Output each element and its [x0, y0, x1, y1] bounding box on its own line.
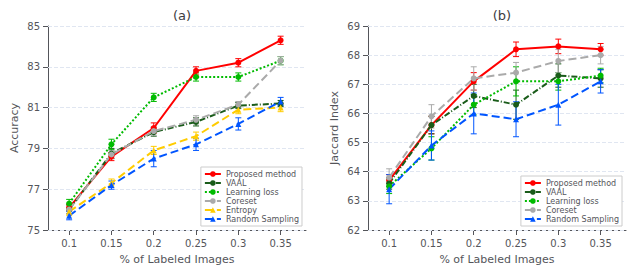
- svg-text:Jaccard Index: Jaccard Index: [328, 91, 341, 166]
- svg-text:Entropy: Entropy: [226, 206, 257, 215]
- svg-text:0.3: 0.3: [550, 238, 566, 249]
- svg-text:Proposed method: Proposed method: [546, 179, 616, 188]
- svg-text:0.15: 0.15: [100, 238, 122, 249]
- svg-text:0.15: 0.15: [420, 238, 442, 249]
- svg-text:% of Labeled Images: % of Labeled Images: [439, 253, 554, 266]
- svg-text:0.1: 0.1: [381, 238, 397, 249]
- svg-text:66: 66: [347, 108, 360, 119]
- svg-text:0.1: 0.1: [61, 238, 77, 249]
- svg-text:VAAL: VAAL: [546, 188, 567, 197]
- svg-text:(b): (b): [493, 8, 511, 23]
- svg-text:63: 63: [347, 195, 360, 206]
- svg-text:0.35: 0.35: [589, 238, 611, 249]
- svg-text:69: 69: [347, 21, 360, 32]
- svg-text:83: 83: [27, 61, 40, 72]
- svg-text:85: 85: [27, 21, 40, 32]
- svg-text:VAAL: VAAL: [226, 179, 247, 188]
- svg-text:64: 64: [347, 166, 360, 177]
- svg-text:62: 62: [347, 225, 360, 236]
- svg-text:Coreset: Coreset: [226, 197, 257, 206]
- svg-text:Accuracy: Accuracy: [8, 102, 21, 153]
- svg-text:Proposed method: Proposed method: [226, 170, 296, 179]
- svg-text:65: 65: [347, 137, 360, 148]
- svg-text:68: 68: [347, 50, 360, 61]
- svg-text:0.25: 0.25: [185, 238, 207, 249]
- svg-text:Learning loss: Learning loss: [226, 188, 279, 197]
- svg-text:0.3: 0.3: [230, 238, 246, 249]
- svg-text:Coreset: Coreset: [546, 206, 577, 215]
- svg-text:67: 67: [347, 79, 360, 90]
- svg-text:75: 75: [27, 225, 40, 236]
- svg-text:Learning loss: Learning loss: [546, 197, 599, 206]
- svg-text:Random Sampling: Random Sampling: [226, 215, 299, 224]
- svg-text:79: 79: [27, 143, 40, 154]
- svg-text:0.35: 0.35: [269, 238, 291, 249]
- svg-text:0.2: 0.2: [146, 238, 162, 249]
- svg-text:% of Labeled Images: % of Labeled Images: [119, 253, 234, 266]
- svg-text:(a): (a): [173, 8, 191, 23]
- svg-text:0.25: 0.25: [505, 238, 527, 249]
- svg-text:0.2: 0.2: [466, 238, 482, 249]
- svg-text:81: 81: [27, 102, 40, 113]
- svg-text:Random Sampling: Random Sampling: [546, 215, 619, 224]
- svg-text:77: 77: [27, 184, 40, 195]
